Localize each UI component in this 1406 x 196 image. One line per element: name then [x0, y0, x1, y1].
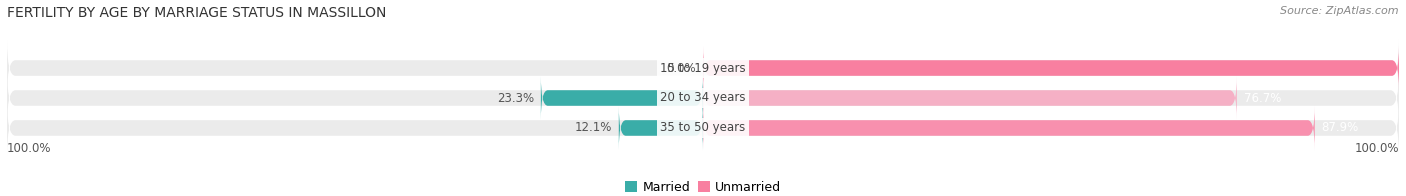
- FancyBboxPatch shape: [7, 100, 1399, 156]
- Text: FERTILITY BY AGE BY MARRIAGE STATUS IN MASSILLON: FERTILITY BY AGE BY MARRIAGE STATUS IN M…: [7, 6, 387, 20]
- FancyBboxPatch shape: [541, 76, 703, 120]
- Text: 0.0%: 0.0%: [666, 62, 696, 74]
- FancyBboxPatch shape: [703, 46, 1399, 90]
- FancyBboxPatch shape: [7, 70, 1399, 126]
- Text: 76.7%: 76.7%: [1244, 92, 1281, 104]
- FancyBboxPatch shape: [703, 76, 1237, 120]
- Text: 12.1%: 12.1%: [575, 122, 612, 134]
- Text: Source: ZipAtlas.com: Source: ZipAtlas.com: [1281, 6, 1399, 16]
- FancyBboxPatch shape: [7, 40, 1399, 96]
- Text: 100.0%: 100.0%: [1354, 142, 1399, 155]
- Text: 35 to 50 years: 35 to 50 years: [661, 122, 745, 134]
- Text: 100.0%: 100.0%: [7, 142, 52, 155]
- Text: 23.3%: 23.3%: [496, 92, 534, 104]
- FancyBboxPatch shape: [619, 106, 703, 150]
- FancyBboxPatch shape: [703, 106, 1315, 150]
- Text: 15 to 19 years: 15 to 19 years: [661, 62, 745, 74]
- Text: 87.9%: 87.9%: [1322, 122, 1360, 134]
- Legend: Married, Unmarried: Married, Unmarried: [620, 176, 786, 196]
- Text: 20 to 34 years: 20 to 34 years: [661, 92, 745, 104]
